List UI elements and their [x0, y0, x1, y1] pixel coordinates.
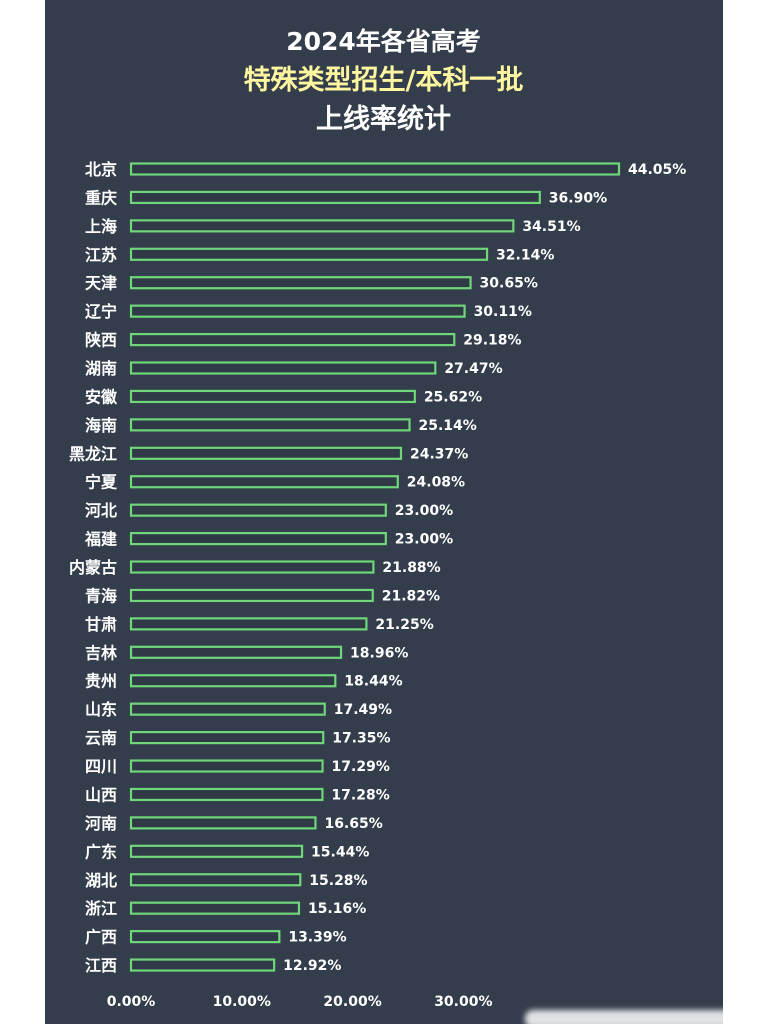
- value-label: 15.28%: [309, 873, 367, 889]
- value-label: 21.82%: [382, 588, 440, 604]
- value-label: 30.65%: [480, 276, 538, 292]
- category-label: 湖北: [85, 871, 117, 890]
- value-label: 24.37%: [410, 446, 468, 462]
- value-label: 17.28%: [331, 787, 389, 803]
- category-label: 山西: [85, 785, 117, 804]
- bar: [129, 930, 281, 944]
- value-label: 29.18%: [463, 333, 521, 349]
- x-tick-label: 30.00%: [434, 994, 492, 1010]
- category-label: 内蒙古: [69, 558, 117, 577]
- bar: [129, 702, 326, 716]
- category-label: 江苏: [85, 245, 117, 264]
- bar: [129, 787, 324, 802]
- value-label: 15.44%: [311, 844, 369, 860]
- bar: [129, 332, 456, 347]
- bar: [129, 873, 302, 887]
- bar: [129, 475, 399, 489]
- bar: [129, 418, 411, 432]
- bar: [129, 730, 325, 745]
- value-label: 30.11%: [474, 304, 532, 320]
- bar: [129, 531, 387, 546]
- category-label: 甘肃: [85, 615, 117, 634]
- category-label: 江西: [85, 956, 117, 975]
- value-label: 34.51%: [522, 219, 580, 235]
- bar: [129, 901, 301, 915]
- bar: [129, 162, 621, 176]
- value-label: 44.05%: [628, 162, 686, 178]
- bar: [129, 446, 403, 460]
- bar: [129, 958, 276, 972]
- category-label: 湖南: [85, 359, 117, 378]
- category-label: 广东: [85, 842, 117, 861]
- chart-title-line-2: 特殊类型招生/本科一批: [243, 65, 524, 96]
- bar: [129, 759, 324, 773]
- category-label: 云南: [85, 729, 117, 748]
- bar: [129, 389, 416, 404]
- value-label: 23.00%: [395, 503, 453, 519]
- x-tick-label: 20.00%: [323, 994, 381, 1010]
- bar: [129, 503, 387, 517]
- value-label: 27.47%: [444, 361, 502, 377]
- category-label: 北京: [85, 160, 117, 179]
- x-tick-label: 0.00%: [107, 994, 156, 1010]
- value-label: 13.39%: [288, 930, 346, 946]
- bar: [129, 645, 343, 659]
- category-label: 青海: [85, 586, 117, 605]
- value-label: 25.14%: [419, 418, 477, 434]
- category-label: 广西: [85, 928, 117, 947]
- value-label: 36.90%: [549, 190, 607, 206]
- bar: [129, 276, 472, 290]
- value-label: 17.49%: [334, 702, 392, 718]
- value-label: 17.29%: [332, 759, 390, 775]
- category-label: 辽宁: [85, 302, 117, 321]
- value-label: 21.25%: [375, 617, 433, 633]
- category-label: 山东: [85, 700, 117, 719]
- category-label: 黑龙江: [69, 444, 117, 463]
- bar: [129, 247, 489, 261]
- bar: [129, 588, 374, 603]
- value-label: 18.96%: [350, 645, 408, 661]
- value-label: 18.44%: [344, 674, 402, 690]
- bar: [129, 361, 437, 375]
- category-label: 海南: [85, 416, 117, 435]
- bar: [129, 190, 541, 205]
- bar: [129, 219, 515, 233]
- bar: [129, 816, 317, 830]
- category-label: 福建: [84, 530, 117, 549]
- value-label: 15.16%: [308, 901, 366, 917]
- category-label: 宁夏: [85, 473, 118, 492]
- category-label: 安徽: [85, 387, 118, 406]
- category-label: 重庆: [85, 188, 117, 207]
- category-label: 上海: [85, 217, 117, 236]
- watermark: [525, 1010, 755, 1028]
- bar: [129, 304, 466, 318]
- category-label: 贵州: [85, 672, 117, 691]
- chart-title-line-3: 上线率统计: [316, 104, 451, 135]
- value-label: 32.14%: [496, 247, 554, 263]
- bar: [129, 844, 304, 858]
- category-label: 浙江: [85, 899, 117, 918]
- value-label: 25.62%: [424, 389, 482, 405]
- value-label: 12.92%: [283, 958, 341, 974]
- value-label: 21.88%: [382, 560, 440, 576]
- bar: [129, 560, 375, 574]
- category-label: 河南: [85, 814, 117, 833]
- category-label: 四川: [85, 757, 117, 776]
- value-label: 23.00%: [395, 532, 453, 548]
- category-label: 陕西: [85, 331, 117, 350]
- category-label: 天津: [85, 274, 117, 293]
- category-label: 吉林: [85, 643, 117, 662]
- value-label: 16.65%: [324, 816, 382, 832]
- value-label: 24.08%: [407, 475, 465, 491]
- x-tick-label: 10.00%: [213, 994, 271, 1010]
- bar: [129, 617, 368, 631]
- chart-title-line-1: 2024年各省高考: [286, 27, 481, 56]
- category-label: 河北: [85, 501, 117, 520]
- value-label: 17.35%: [332, 731, 390, 747]
- bar: [129, 674, 337, 688]
